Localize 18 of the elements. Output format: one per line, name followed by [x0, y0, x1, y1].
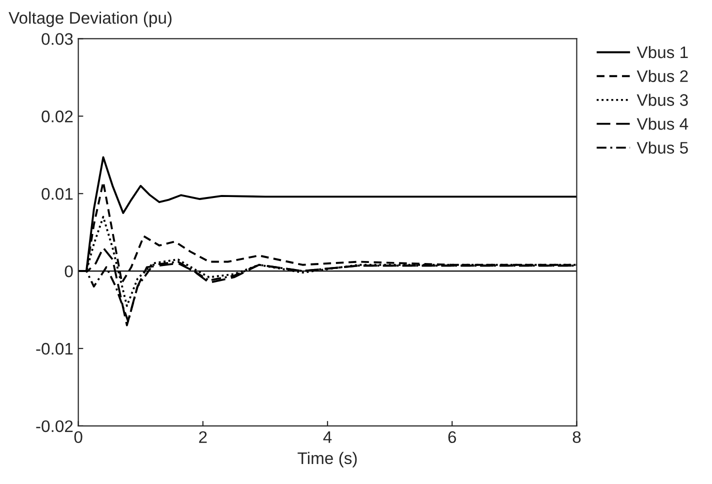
x-tick-label: 2	[199, 431, 207, 443]
legend-label: Vbus 1	[636, 46, 688, 58]
x-tick-label: 6	[448, 431, 456, 444]
x-axis-title: Time (s)	[298, 452, 357, 468]
y-tick-label: -0.01	[36, 342, 73, 355]
y-tick-label: 0.03	[42, 33, 73, 45]
x-tick-label: 0	[74, 431, 82, 444]
x-tick-label: 8	[572, 431, 581, 444]
legend-label: Vbus 3	[636, 94, 688, 106]
y-tick-label: 0.02	[42, 110, 73, 122]
legend-label: Vbus 2	[636, 70, 688, 82]
y-tick-label: -0.02	[36, 420, 73, 432]
x-tick-label: 4	[323, 431, 332, 443]
y-tick-label: 0	[64, 265, 73, 278]
y-tick-label: 0.01	[42, 188, 73, 200]
legend-label: Vbus 4	[636, 118, 688, 130]
chart-title: Voltage Deviation (pu)	[8, 12, 172, 28]
legend-label: Vbus 5	[636, 141, 688, 154]
